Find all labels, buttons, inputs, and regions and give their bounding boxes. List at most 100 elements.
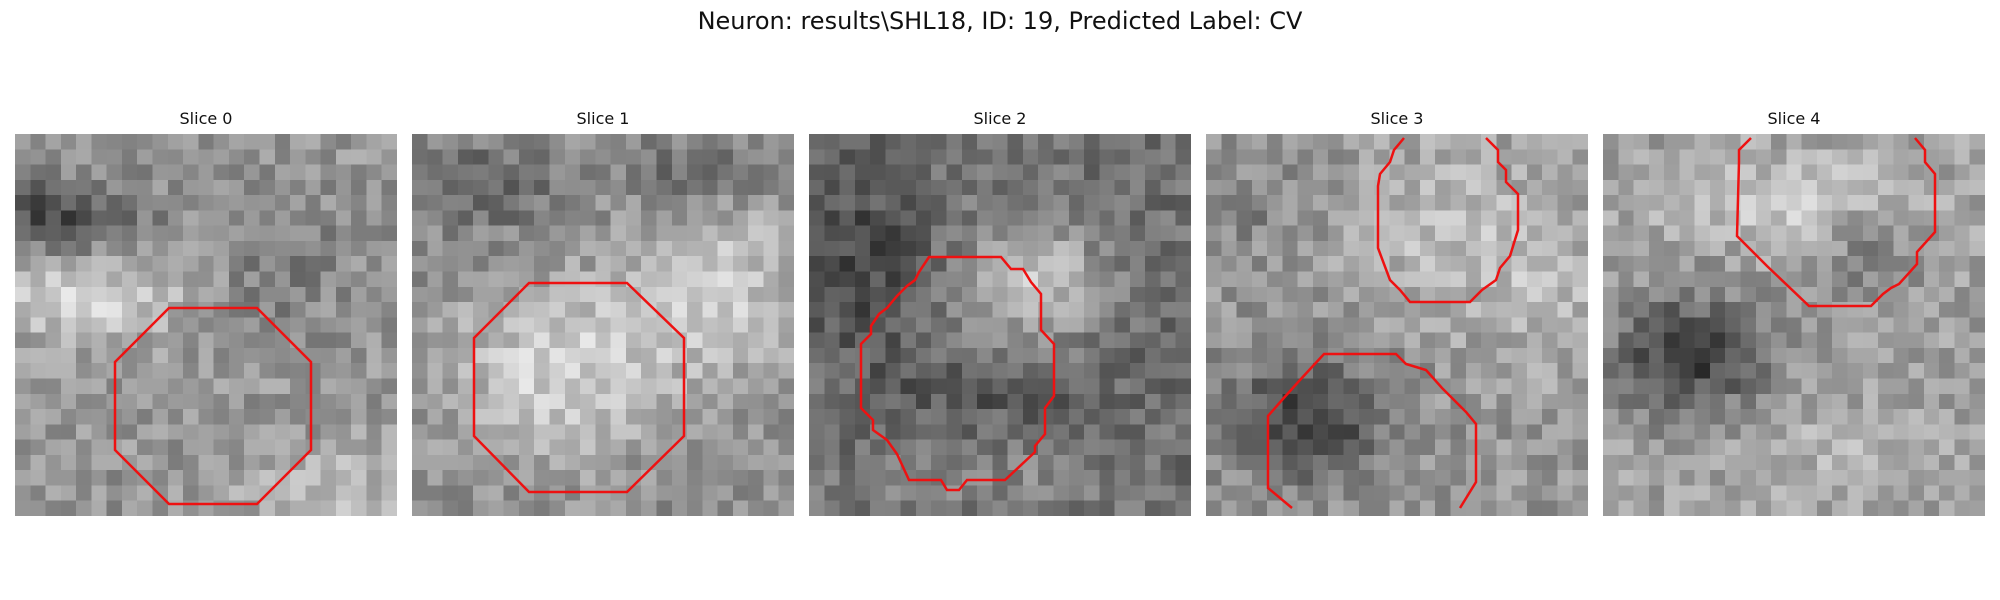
image-pixel xyxy=(473,240,489,257)
image-pixel xyxy=(1435,302,1452,318)
image-pixel xyxy=(488,225,505,242)
image-pixel xyxy=(595,164,612,181)
image-pixel xyxy=(167,149,184,166)
slice-0-contour xyxy=(113,306,313,506)
image-pixel xyxy=(1099,164,1116,181)
image-pixel xyxy=(1664,500,1680,516)
image-pixel xyxy=(1297,240,1314,257)
image-pixel xyxy=(931,424,948,441)
image-pixel xyxy=(60,363,77,380)
image-pixel xyxy=(1648,485,1665,502)
image-pixel xyxy=(15,393,31,410)
image-pixel xyxy=(335,164,352,181)
image-pixel xyxy=(1160,454,1177,471)
image-pixel xyxy=(977,302,993,318)
image-pixel xyxy=(915,225,932,242)
image-pixel xyxy=(1145,424,1162,441)
image-pixel xyxy=(290,179,306,196)
image-pixel xyxy=(1099,179,1116,196)
image-pixel xyxy=(610,286,627,303)
image-pixel xyxy=(335,454,352,471)
image-pixel xyxy=(76,485,92,502)
image-pixel xyxy=(335,317,352,334)
image-pixel xyxy=(60,286,77,303)
image-pixel xyxy=(1160,332,1177,349)
image-pixel xyxy=(1145,271,1162,288)
image-pixel xyxy=(870,286,886,303)
image-pixel xyxy=(1419,164,1436,181)
image-pixel xyxy=(30,424,47,441)
image-pixel xyxy=(549,256,566,273)
image-pixel xyxy=(656,302,673,318)
image-pixel xyxy=(763,363,780,380)
image-pixel xyxy=(1312,393,1329,410)
image-pixel xyxy=(748,393,765,410)
image-pixel xyxy=(1312,317,1329,334)
image-pixel xyxy=(671,195,688,211)
image-pixel xyxy=(610,164,627,181)
image-pixel xyxy=(1618,149,1635,166)
image-pixel xyxy=(763,393,780,410)
image-pixel xyxy=(45,179,62,196)
image-pixel xyxy=(992,454,1009,471)
image-pixel xyxy=(335,225,352,242)
image-pixel xyxy=(1007,179,1024,196)
image-pixel xyxy=(809,210,825,227)
image-pixel xyxy=(1725,164,1742,181)
image-pixel xyxy=(1709,332,1726,349)
image-pixel xyxy=(488,439,505,456)
image-pixel xyxy=(610,454,627,471)
image-pixel xyxy=(1038,347,1055,364)
image-pixel xyxy=(121,210,138,227)
image-pixel xyxy=(1862,332,1879,349)
image-pixel xyxy=(809,332,825,349)
image-pixel xyxy=(335,424,352,441)
image-pixel xyxy=(290,302,306,318)
image-pixel xyxy=(732,363,749,380)
image-pixel xyxy=(152,439,169,456)
image-pixel xyxy=(1526,393,1543,410)
image-pixel xyxy=(198,363,215,380)
image-pixel xyxy=(732,439,749,456)
image-pixel xyxy=(977,363,993,380)
image-pixel xyxy=(625,424,642,441)
image-pixel xyxy=(228,454,245,471)
image-pixel xyxy=(274,210,291,227)
image-pixel xyxy=(1022,393,1039,410)
image-pixel xyxy=(60,134,77,150)
image-pixel xyxy=(1328,195,1345,211)
image-pixel xyxy=(1832,347,1849,364)
image-pixel xyxy=(900,332,917,349)
image-pixel xyxy=(1465,134,1482,150)
image-pixel xyxy=(1679,149,1696,166)
image-pixel xyxy=(1236,470,1253,487)
image-pixel xyxy=(137,424,154,441)
image-pixel xyxy=(641,225,658,242)
image-pixel xyxy=(1145,286,1162,303)
image-pixel xyxy=(1175,454,1191,471)
image-pixel xyxy=(1129,347,1146,364)
image-pixel xyxy=(1542,454,1559,471)
image-pixel xyxy=(213,271,230,288)
image-pixel xyxy=(580,393,596,410)
image-pixel xyxy=(687,179,703,196)
image-pixel xyxy=(1771,225,1787,242)
image-pixel xyxy=(76,424,92,441)
image-pixel xyxy=(1007,332,1024,349)
image-pixel xyxy=(320,271,337,288)
image-pixel xyxy=(305,347,322,364)
image-pixel xyxy=(1084,470,1100,487)
image-pixel xyxy=(1862,424,1879,441)
image-pixel xyxy=(1679,393,1696,410)
image-pixel xyxy=(702,409,719,425)
image-pixel xyxy=(320,378,337,395)
image-pixel xyxy=(1160,149,1177,166)
image-pixel xyxy=(1679,485,1696,502)
image-pixel xyxy=(1679,256,1696,273)
image-pixel xyxy=(1618,363,1635,380)
image-pixel xyxy=(1694,317,1711,334)
image-pixel xyxy=(412,347,428,364)
image-pixel xyxy=(1175,210,1191,227)
image-pixel xyxy=(1358,378,1375,395)
image-pixel xyxy=(1236,134,1253,150)
